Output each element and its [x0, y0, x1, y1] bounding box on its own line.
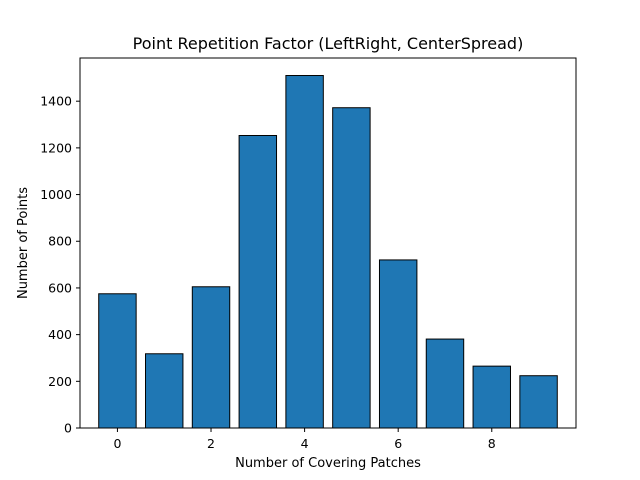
x-tick-label-2: 2: [207, 436, 215, 451]
y-tick-label-200: 200: [48, 374, 72, 389]
x-tick-label-4: 4: [301, 436, 309, 451]
y-tick-label-1000: 1000: [40, 187, 72, 202]
x-tick-label-0: 0: [113, 436, 121, 451]
y-tick-label-1400: 1400: [40, 94, 72, 109]
bar-0: [98, 293, 137, 429]
y-tick-label-400: 400: [48, 327, 72, 342]
chart-title: Point Repetition Factor (LeftRight, Cent…: [133, 34, 524, 53]
bar-6: [378, 259, 418, 429]
x-tick-label-6: 6: [394, 436, 402, 451]
y-axis-ticks: 0 200 400 600 800 1000 1200 1400: [40, 94, 80, 436]
bar-4: [285, 75, 324, 429]
y-tick-label-600: 600: [48, 280, 72, 295]
x-tick-label-8: 8: [488, 436, 496, 451]
y-tick-label-800: 800: [48, 234, 72, 249]
bar-5: [332, 107, 371, 429]
y-tick-label-0: 0: [64, 421, 72, 436]
bar-2: [191, 286, 231, 429]
bar-8: [472, 365, 511, 429]
bar-1: [145, 353, 184, 429]
y-tick-label-1200: 1200: [40, 140, 72, 155]
plot-frame: [79, 57, 577, 429]
bars-group: [98, 75, 558, 429]
bar-7: [425, 338, 465, 429]
bar-9: [519, 375, 558, 429]
x-axis-label: Number of Covering Patches: [235, 456, 421, 471]
bar-3: [238, 135, 278, 429]
x-axis-ticks: 0 2 4 6 8: [113, 428, 496, 451]
y-axis-label: Number of Points: [16, 187, 31, 299]
